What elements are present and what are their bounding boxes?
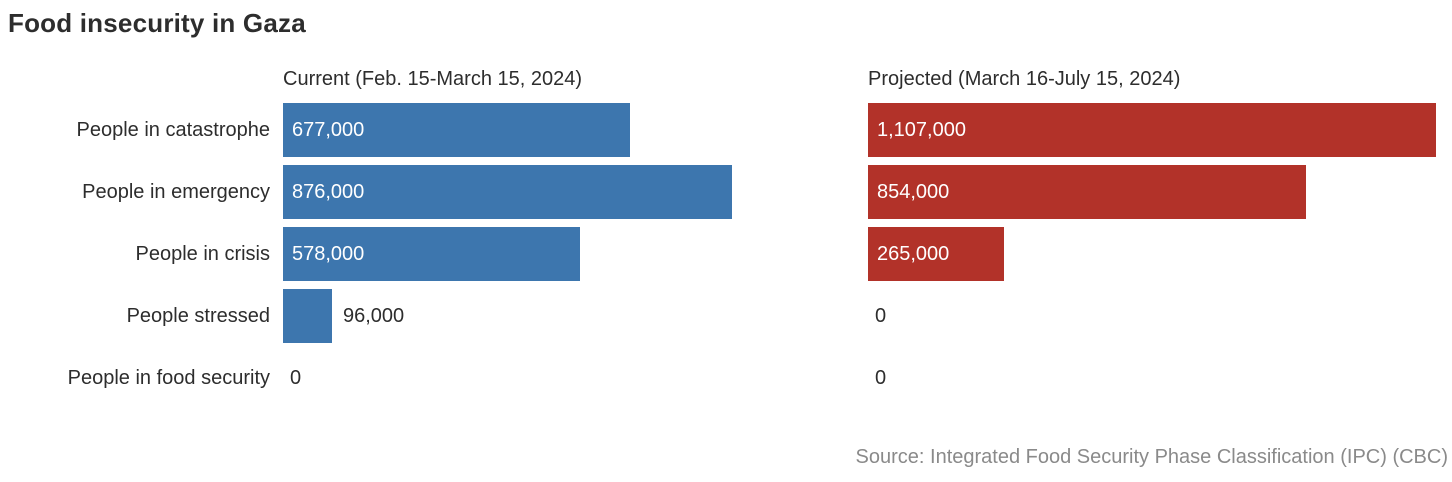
projected-column-header: Projected (March 16-July 15, 2024) (868, 68, 1181, 90)
value-label-projected: 265,000 (877, 243, 950, 265)
value-label-projected: 0 (875, 305, 887, 327)
bar-current (283, 165, 732, 219)
chart-title: Food insecurity in Gaza (8, 8, 306, 38)
category-label: People in emergency (82, 181, 270, 203)
value-label-current: 0 (290, 367, 302, 389)
category-label: People in catastrophe (76, 119, 270, 141)
bar-current (283, 227, 580, 281)
bar-current (283, 289, 332, 343)
value-label-projected: 0 (875, 367, 887, 389)
value-label-current: 96,000 (343, 305, 405, 327)
value-label-current: 876,000 (292, 181, 365, 203)
bar-projected (868, 227, 1004, 281)
value-label-current: 677,000 (292, 119, 365, 141)
source-attribution: Source: Integrated Food Security Phase C… (855, 446, 1448, 468)
value-label-projected: 1,107,000 (877, 119, 966, 141)
bar-projected (868, 103, 1436, 157)
bar-current (283, 103, 630, 157)
bar-projected (868, 165, 1306, 219)
value-label-current: 578,000 (292, 243, 365, 265)
category-label: People in crisis (135, 243, 270, 265)
value-label-projected: 854,000 (877, 181, 950, 203)
current-column-header: Current (Feb. 15-March 15, 2024) (283, 68, 583, 90)
category-label: People in food security (67, 367, 270, 389)
category-label: People stressed (126, 305, 270, 327)
